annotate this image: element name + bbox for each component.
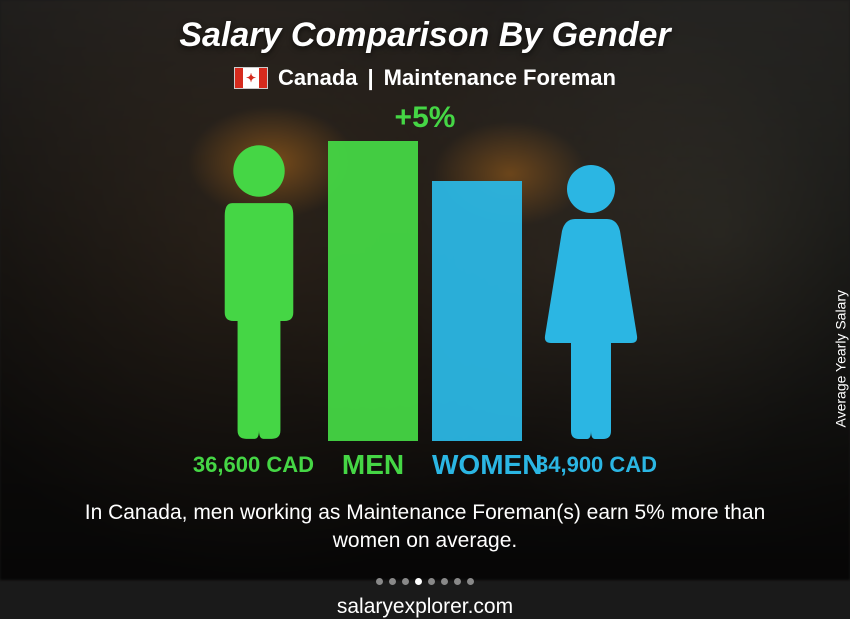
title: Salary Comparison By Gender bbox=[179, 16, 670, 55]
subtitle-row: ✦ Canada | Maintenance Foreman bbox=[234, 65, 616, 91]
chart-area bbox=[204, 141, 646, 441]
women-label: WOMEN bbox=[432, 449, 522, 481]
y-axis-label: Average Yearly Salary bbox=[832, 290, 848, 428]
men-bar bbox=[328, 141, 418, 441]
job-label: Maintenance Foreman bbox=[384, 65, 616, 91]
men-salary: 36,600 CAD bbox=[154, 452, 314, 478]
country-label: Canada bbox=[278, 65, 357, 91]
male-icon bbox=[204, 141, 314, 441]
women-bar bbox=[432, 181, 522, 441]
separator: | bbox=[368, 65, 374, 91]
site-url: salaryexplorer.com bbox=[337, 595, 513, 619]
canada-flag-icon: ✦ bbox=[234, 67, 268, 89]
pager-dots bbox=[376, 578, 474, 585]
men-label: MEN bbox=[328, 449, 418, 481]
labels-row: 36,600 CAD MEN WOMEN 34,900 CAD bbox=[154, 449, 696, 481]
women-salary: 34,900 CAD bbox=[536, 452, 696, 478]
delta-label: +5% bbox=[395, 101, 456, 135]
summary-text: In Canada, men working as Maintenance Fo… bbox=[65, 499, 785, 556]
infographic: Salary Comparison By Gender ✦ Canada | M… bbox=[0, 0, 850, 580]
female-icon bbox=[536, 161, 646, 441]
